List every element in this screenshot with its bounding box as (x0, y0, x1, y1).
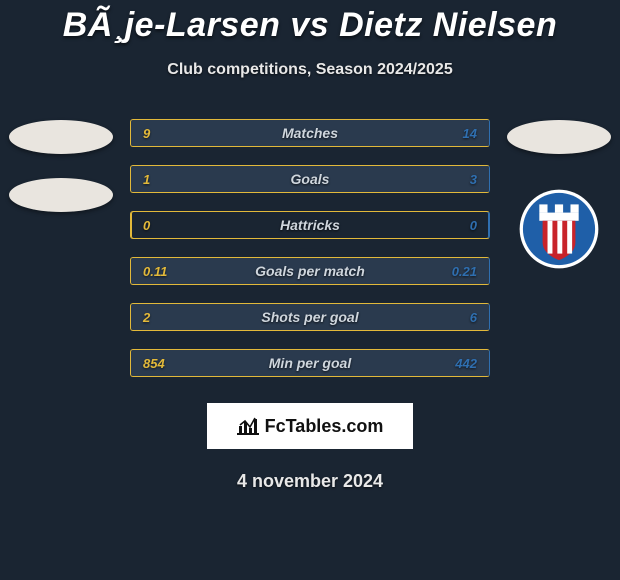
stat-label: Hattricks (131, 212, 489, 238)
stat-value-right: 3 (470, 166, 477, 192)
left-team-badge-placeholder (9, 120, 113, 154)
chart-icon (237, 417, 259, 435)
stat-value-right: 0.21 (452, 258, 477, 284)
stats-rows: 914Matches13Goals00Hattricks0.110.21Goal… (130, 119, 490, 377)
right-club-badge: HIK (518, 188, 600, 270)
stat-value-left: 2 (143, 304, 150, 330)
stat-fill-right (271, 120, 489, 146)
left-player-column (6, 120, 116, 212)
attribution-text: FcTables.com (265, 416, 384, 437)
stat-row: 0.110.21Goals per match (130, 257, 490, 285)
stat-value-left: 1 (143, 166, 150, 192)
stat-fill-right (221, 166, 490, 192)
right-player-column: HIK (504, 120, 614, 270)
stat-value-left: 9 (143, 120, 150, 146)
left-player-photo-placeholder (9, 178, 113, 212)
stat-value-left: 0.11 (143, 258, 167, 284)
date-text: 4 november 2024 (0, 471, 620, 492)
stat-value-right: 6 (470, 304, 477, 330)
stat-value-right: 0 (470, 212, 477, 238)
right-team-badge-placeholder (507, 120, 611, 154)
stat-fill-left (131, 120, 271, 146)
stat-value-right: 442 (455, 350, 477, 376)
stat-value-right: 14 (463, 120, 477, 146)
stat-row: 0 0Hattricks (130, 211, 490, 239)
stat-value-left: 0 (143, 212, 150, 238)
hik-badge-icon: HIK (518, 188, 600, 270)
stat-value-left: 854 (143, 350, 165, 376)
subtitle: Club competitions, Season 2024/2025 (0, 61, 620, 79)
svg-text:HIK: HIK (552, 195, 566, 204)
stat-fill-right (221, 304, 490, 330)
stat-row: 854442Min per goal (130, 349, 490, 377)
attribution-badge: FcTables.com (207, 403, 413, 449)
stat-row: 914Matches (130, 119, 490, 147)
page-title: BÃ¸je-Larsen vs Dietz Nielsen (0, 6, 620, 45)
stat-fill-left (131, 350, 367, 376)
stat-row: 13Goals (130, 165, 490, 193)
comparison-card: BÃ¸je-Larsen vs Dietz Nielsen Club compe… (0, 0, 620, 580)
stat-row: 26Shots per goal (130, 303, 490, 331)
